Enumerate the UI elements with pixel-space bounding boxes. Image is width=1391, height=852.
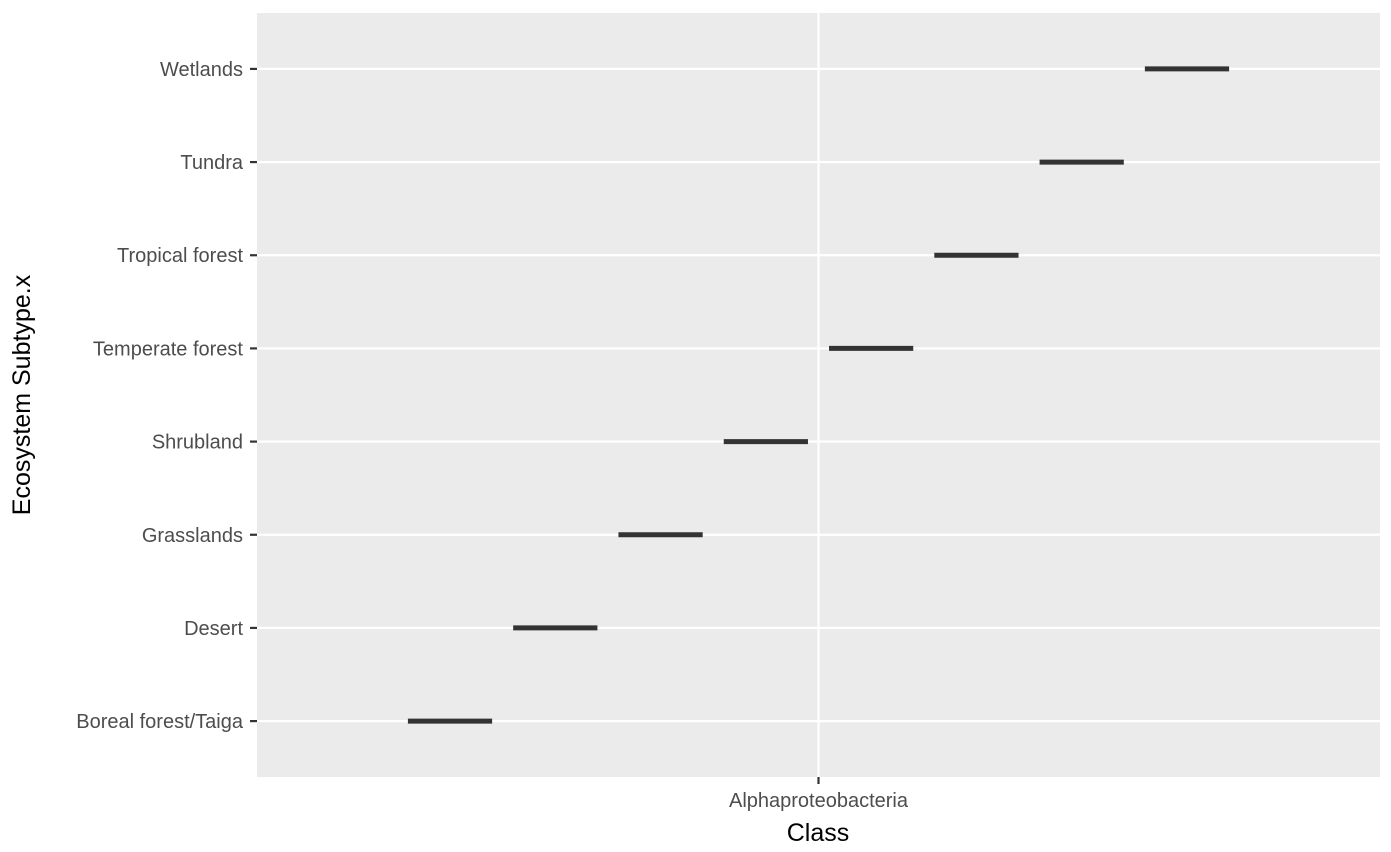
x-axis: Alphaproteobacteria (729, 777, 909, 812)
y-tick-label: Grasslands (142, 525, 243, 547)
y-tick-label: Tundra (180, 152, 244, 174)
y-tick-label: Desert (184, 618, 243, 640)
y-tick-label: Temperate forest (93, 338, 244, 360)
crossbar-marks (407, 66, 1230, 724)
y-tick-label: Wetlands (160, 59, 243, 81)
y-tick-label: Shrubland (152, 432, 243, 454)
y-tick-label: Tropical forest (117, 245, 243, 267)
x-tick-label: Alphaproteobacteria (729, 790, 909, 812)
y-tick-label: Boreal forest/Taiga (76, 711, 244, 733)
y-axis-title: Ecosystem Subtype.x (8, 274, 36, 515)
y-axis: Boreal forest/Taiga Desert Grasslands Shrub… (76, 59, 257, 733)
x-axis-title: Class (787, 819, 850, 847)
